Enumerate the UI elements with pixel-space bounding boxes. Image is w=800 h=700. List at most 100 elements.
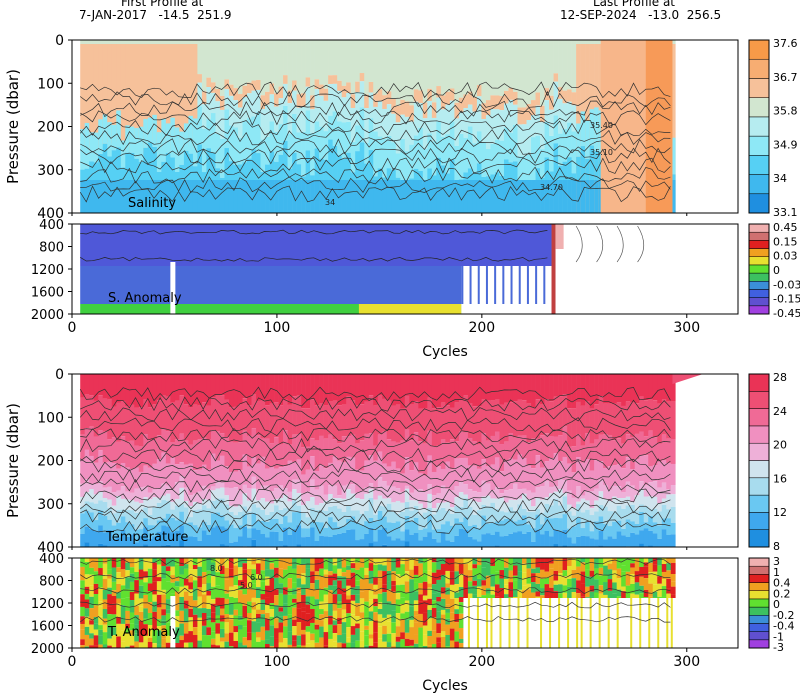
panel-temperature: 0 100 200 300 400 Pressure (dbar) Temperature 2…	[4, 367, 787, 556]
contour-line	[79, 616, 671, 623]
colorbar-label: 8	[773, 540, 780, 553]
x-tick-label: 0	[68, 654, 77, 670]
colorbar-swatch	[748, 305, 770, 315]
colorbar-label: 16	[773, 472, 787, 485]
contour-line	[80, 138, 671, 155]
contour-line	[596, 225, 604, 263]
colorbar-label: 34.9	[773, 138, 798, 151]
colorbar-label: 0	[773, 598, 780, 611]
colorbar-swatch	[748, 598, 770, 608]
colorbar-swatch	[748, 78, 770, 98]
colorbar-swatch	[748, 615, 770, 624]
colorbar-label: 0	[773, 264, 780, 277]
contour-line	[80, 100, 671, 118]
contour-line	[80, 509, 671, 524]
y-tick-label: 400	[37, 540, 64, 556]
contour-line	[80, 558, 671, 566]
x-axis-label: Cycles	[422, 678, 468, 694]
colorbar-label: -0.45	[773, 307, 800, 320]
contour-line	[79, 147, 671, 165]
colorbar-swatch	[748, 289, 770, 298]
colorbar-swatch	[748, 231, 770, 241]
contour-label: 35.40	[590, 121, 613, 130]
y-axis-label: Pressure (dbar)	[4, 403, 22, 518]
colorbar-swatch	[748, 256, 770, 266]
contour-line	[80, 110, 671, 126]
colorbar-swatch	[748, 281, 770, 290]
colorbar-swatch	[748, 623, 770, 632]
contour-label: 34.70	[540, 183, 563, 192]
colorbar-label: 0.2	[773, 587, 791, 600]
y-tick-label: 800	[39, 575, 64, 590]
colorbar-label: 33.1	[773, 206, 798, 219]
colorbar-swatch	[748, 512, 770, 530]
y-tick-label: 100	[37, 410, 64, 426]
contour-line	[637, 225, 645, 263]
colorbar-swatch	[748, 58, 770, 79]
colorbar-label: 37.6	[773, 37, 798, 50]
y-tick-label: 0	[55, 367, 64, 383]
colorbar-label: 3	[773, 555, 780, 568]
colorbar-swatch	[748, 460, 770, 479]
contour-line	[616, 225, 624, 263]
x-tick-label: 300	[673, 320, 700, 336]
contour-line	[79, 498, 671, 514]
colorbar-swatch	[748, 557, 770, 567]
panel-salinity_anomaly: 400 800 1200 1600 2000 0 100 200 300 Cycles S. Ano…	[31, 218, 800, 360]
x-axis-label: Cycles	[422, 344, 468, 360]
colorbar-label: 0.15	[773, 235, 798, 248]
y-tick-label: 100	[37, 76, 64, 92]
contour-line	[80, 601, 671, 609]
contour-label: 34	[325, 198, 335, 207]
x-tick-label: 0	[68, 320, 77, 336]
colorbar-label: 36.7	[773, 71, 798, 84]
y-tick-label: 800	[39, 241, 64, 256]
colorbar-swatch	[748, 97, 770, 118]
contour-line	[80, 166, 671, 184]
colorbar-swatch	[748, 606, 770, 616]
colorbar-label: 0.03	[773, 250, 798, 263]
y-tick-label: 200	[37, 120, 64, 136]
x-tick-label: 100	[264, 320, 291, 336]
colorbar-swatch	[748, 264, 770, 274]
colorbar-label: -0.2	[773, 609, 794, 622]
colorbar-swatch	[748, 639, 770, 649]
colorbar-swatch	[748, 425, 770, 444]
colorbar-swatch	[748, 193, 770, 214]
last-profile-label: Last Profile at	[593, 0, 675, 9]
contour-line	[80, 427, 671, 442]
y-tick-label: 300	[37, 497, 64, 513]
first-profile-label: First Profile at	[121, 0, 204, 9]
contour-label: 5.0	[240, 581, 253, 590]
colorbar-swatch	[748, 631, 770, 641]
colorbar-label: 35.8	[773, 105, 798, 118]
colorbar-swatch	[748, 116, 770, 137]
colorbar-swatch	[748, 565, 770, 575]
colorbar-label: 1	[773, 566, 780, 579]
colorbar-swatch	[748, 297, 770, 307]
contour-line	[80, 417, 671, 433]
colorbar-swatch	[748, 155, 770, 175]
colorbar-swatch	[748, 373, 770, 392]
panel-salinity: 0 100 200 300 400 Pressure (dbar) Salinity 34.7…	[4, 33, 798, 222]
contour-line	[80, 572, 671, 580]
first-profile-value: 7-JAN-2017 -14.5 251.9	[79, 8, 232, 22]
contour-line	[79, 185, 671, 203]
colorbar-swatch	[748, 442, 770, 461]
y-tick-label: 1200	[31, 263, 64, 278]
colorbar-swatch	[748, 240, 770, 249]
colorbar-swatch	[748, 574, 770, 583]
y-axis-label: Pressure (dbar)	[4, 69, 22, 184]
y-tick-label: 1200	[31, 597, 64, 612]
colorbar-frame	[748, 223, 770, 315]
colorbar-label: 0.4	[773, 577, 791, 590]
colorbar-frame	[748, 373, 770, 548]
colorbar-swatch	[748, 223, 770, 233]
panel-temperature_anomaly: 400 800 1200 1600 2000 0 100 200 300 Cycles T. Ano…	[31, 552, 795, 694]
colorbar-swatch	[748, 391, 770, 409]
contour-line	[80, 587, 671, 595]
y-tick-label: 0	[55, 33, 64, 49]
x-tick-label: 200	[468, 320, 495, 336]
contour-line	[80, 257, 548, 262]
x-tick-label: 200	[468, 654, 495, 670]
